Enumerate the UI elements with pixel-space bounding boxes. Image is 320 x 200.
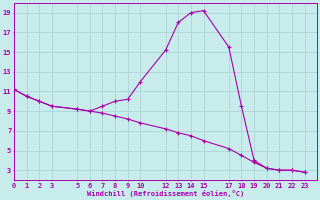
X-axis label: Windchill (Refroidissement éolien,°C): Windchill (Refroidissement éolien,°C) bbox=[87, 190, 244, 197]
